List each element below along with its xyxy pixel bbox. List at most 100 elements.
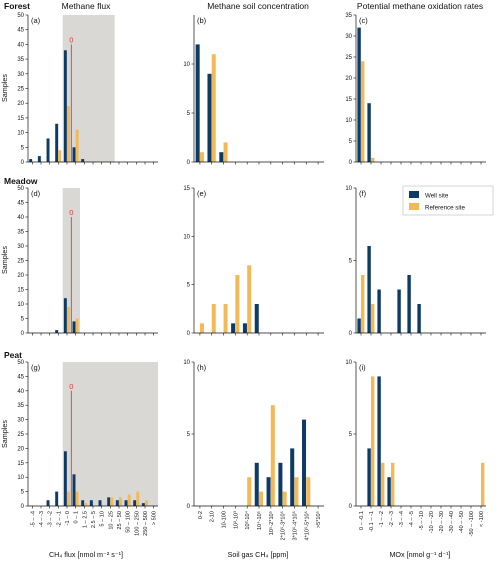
x-tick-label: -4 – -5 (409, 511, 415, 527)
x-tick-label: 1 – 2.5 (82, 511, 88, 528)
y-tick-label: 10 (345, 118, 352, 124)
y-tick-label: 0 (21, 504, 25, 510)
panel-e: 0 5 10 15 (e) (183, 186, 324, 337)
bar-reference-1 (211, 54, 216, 163)
y-tick-label: 5 (187, 111, 191, 117)
column-title-oxidation: Potential methane oxidation rates (357, 1, 483, 11)
bar-well-5 (72, 321, 76, 333)
x-tick-label: -3 – -4 (399, 511, 405, 527)
y-tick-label: 0 (349, 331, 353, 337)
row-title-peat: Peat (4, 350, 22, 360)
x-tick-label: >5*10⁵ (315, 511, 322, 528)
y-tick-label: 5 (349, 259, 353, 265)
x-tick-label: 0-2 (198, 511, 204, 519)
x-tick-label: -2 – -3 (389, 511, 395, 527)
bar-well-8 (98, 500, 102, 506)
panel-h: 0 5 10 0-2 2-10 10-100 10²-10³ 10³-10⁴ 10⁴-10⁵ 10… (183, 360, 324, 541)
bar-reference-5 (75, 491, 79, 506)
bar-reference-1 (371, 157, 375, 162)
panel-label: (g) (31, 363, 41, 372)
x-tick-label: -20 – -30 (439, 511, 445, 533)
panel-c: 0 5 10 15 20 25 30 35 (c) (345, 13, 486, 166)
bar-well-3 (55, 330, 59, 333)
panel-b: 0 5 10 (b) (183, 15, 324, 166)
y-tick-label: 20 (17, 446, 24, 452)
x-tick-label: 3*10⁵-4*10⁵ (291, 511, 298, 541)
bar-reference-10 (119, 497, 122, 506)
panel-label: (b) (197, 16, 207, 25)
y-tick-label: 25 (17, 87, 24, 93)
y-tick-label: 15 (17, 116, 24, 122)
panel-label: (a) (31, 16, 41, 25)
bar-reference-4 (67, 306, 70, 333)
bar-well-9 (302, 419, 307, 506)
bar-reference-2 (223, 304, 228, 333)
bar-reference-1 (371, 376, 375, 506)
bar-reference-7 (282, 491, 287, 506)
bar-well-2 (377, 376, 381, 506)
bar-well-13 (141, 503, 145, 506)
bar-well-0 (357, 27, 361, 162)
y-tick-label: 45 (17, 374, 24, 380)
bar-reference-8 (294, 477, 299, 506)
x-tick-label: 2.5 – 5 (91, 511, 97, 528)
bar-reference-4 (67, 106, 70, 162)
bar-well-4 (242, 323, 247, 333)
panel-g: 0 0 5 10 15 20 25 30 35 40 45 50 -5 – -4 -4 – -3 -3 – … (17, 360, 158, 536)
y-tick-label: 5 (21, 145, 25, 151)
bar-well-6 (417, 304, 421, 333)
x-tick-label: -1 – 0 (65, 511, 71, 525)
y-tick-label: 25 (345, 55, 352, 61)
legend-box (402, 185, 494, 216)
x-axis-label-flux: CH₄ flux [nmol m⁻² s⁻¹] (49, 550, 123, 559)
panel-label: (i) (359, 363, 366, 372)
x-tick-label: -10 – -20 (429, 511, 435, 533)
bar-reference-6 (270, 405, 275, 506)
bar-reference-0 (361, 275, 365, 333)
bar-reference-6 (84, 503, 88, 506)
y-tick-label: 0 (21, 160, 25, 166)
bar-well-6 (81, 159, 85, 162)
y-tick-label: 35 (17, 230, 24, 236)
y-tick-label: 10 (183, 62, 190, 68)
y-tick-label: 15 (17, 288, 24, 294)
x-tick-label: 250 – 500 (143, 511, 149, 536)
y-tick-label: 15 (345, 97, 352, 103)
y-tick-label: 20 (17, 273, 24, 279)
bar-reference-12 (136, 491, 140, 506)
bar-well-8 (290, 448, 295, 506)
y-axis-label-forest: Samples (0, 74, 9, 102)
bar-well-6 (266, 477, 271, 506)
bar-reference-1 (211, 304, 216, 333)
bar-reference-5 (75, 129, 79, 162)
x-tick-label: -0.1 – -1 (369, 511, 375, 532)
bar-well-6 (81, 500, 85, 506)
bar-reference-4 (247, 477, 252, 506)
legend-well-label: Well site (425, 193, 449, 200)
y-tick-label: 5 (187, 283, 191, 289)
x-tick-label: 4*10⁵-5*10⁵ (303, 511, 310, 541)
bar-well-3 (55, 491, 59, 506)
x-axis-label-concentration: Soil gas CH₄ [ppm] (228, 550, 289, 559)
bar-well-0 (195, 44, 200, 162)
panel-f: 0 5 10 (f) (345, 186, 486, 337)
bar-well-5 (254, 462, 259, 506)
x-tick-label: -30 – -40 (449, 511, 455, 533)
y-tick-label: 0 (349, 160, 353, 166)
bar-well-1 (207, 73, 212, 162)
panel-label: (d) (31, 189, 41, 198)
column-title-concentration: Methane soil concentration (207, 1, 309, 11)
panel-label: (c) (359, 16, 368, 25)
y-tick-label: 20 (345, 76, 352, 82)
bar-reference-2 (381, 462, 385, 506)
bar-reference-4 (67, 491, 70, 506)
x-tick-label: -40 – -50 (459, 511, 465, 533)
column-title-flux: Methane flux (62, 1, 111, 11)
y-tick-label: 35 (17, 403, 24, 409)
bar-well-7 (278, 462, 283, 506)
y-axis-label-peat: Samples (0, 420, 9, 448)
bar-well-1 (37, 156, 41, 162)
bar-reference-0 (199, 152, 204, 162)
